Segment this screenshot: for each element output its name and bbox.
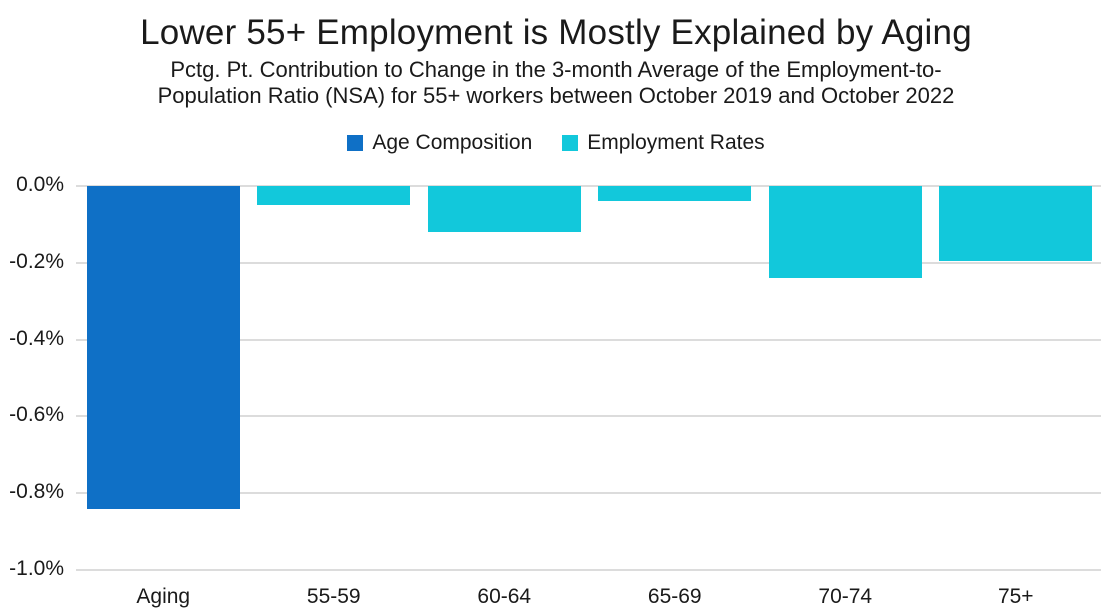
bar-60-64: [427, 186, 581, 233]
grid-line: [76, 415, 1101, 417]
legend-item: Employment Rates: [562, 131, 765, 155]
y-tick-label: -0.8%: [9, 480, 64, 503]
y-tick-label: -0.6%: [9, 403, 64, 426]
bar-55-59: [257, 186, 411, 206]
chart-subtitle-line1: Pctg. Pt. Contribution to Change in the …: [170, 57, 942, 82]
grid-line: [76, 262, 1101, 264]
bar-70-74: [768, 186, 922, 279]
chart-title: Lower 55+ Employment is Mostly Explained…: [140, 13, 972, 52]
chart-subtitle: Pctg. Pt. Contribution to Change in the …: [0, 57, 1112, 109]
y-tick-label: -0.2%: [9, 250, 64, 273]
grid-line: [76, 339, 1101, 341]
grid-line: [76, 569, 1101, 571]
legend-swatch-icon: [347, 135, 364, 151]
bar-65-69: [598, 186, 752, 202]
y-tick-label: 0.0%: [16, 173, 64, 196]
x-tick-label: 70-74: [818, 585, 873, 608]
x-tick-label: 65-69: [647, 585, 702, 608]
legend-label: Age Composition: [372, 131, 533, 154]
legend-item: Age Composition: [347, 131, 532, 155]
legend-swatch-icon: [562, 135, 579, 151]
y-tick-label: -1.0%: [9, 557, 64, 580]
grid-line: [76, 185, 1101, 187]
bar-aging: [86, 186, 240, 509]
legend: Age Composition Employment Rates: [0, 131, 1112, 155]
bar-75-: [939, 186, 1093, 261]
x-tick-label: 60-64: [477, 585, 532, 608]
y-tick-label: -0.4%: [9, 327, 64, 350]
x-tick-label: Aging: [136, 585, 191, 608]
x-tick-label: 75+: [997, 585, 1034, 608]
chart-subtitle-line2: Population Ratio (NSA) for 55+ workers b…: [157, 83, 955, 108]
grid-line: [76, 492, 1101, 494]
legend-label: Employment Rates: [587, 131, 765, 154]
x-tick-label: 55-59: [306, 585, 361, 608]
